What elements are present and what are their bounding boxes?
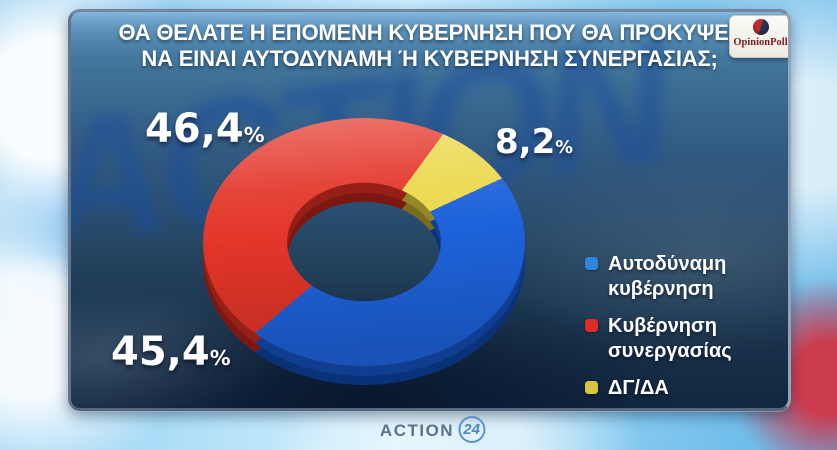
action24-wordmark: ACTION xyxy=(379,421,455,440)
action24-logo: ACTION 24 xyxy=(379,416,486,443)
legend-label-line: κυβέρνηση xyxy=(608,278,714,300)
legend-swatch-yellow xyxy=(585,381,598,394)
value-label-coalition: 46,4% xyxy=(145,109,265,149)
percent-sign: % xyxy=(243,123,265,147)
value-majority: 45,4 xyxy=(111,329,210,375)
donut-face-layer xyxy=(203,118,525,366)
legend-label-line: συνεργασίας xyxy=(608,340,732,362)
opinionpoll-badge: OpinionPoll xyxy=(729,15,788,58)
legend-swatch-red xyxy=(585,319,598,332)
legend-label-line: Αυτοδύναμη xyxy=(608,253,727,275)
poll-question-line2: ΝΑ ΕΙΝΑΙ ΑΥΤΟΔΥΝΑΜΗ Ή ΚΥΒΕΡΝΗΣΗ ΣΥΝΕΡΓΑΣ… xyxy=(141,45,718,71)
percent-sign: % xyxy=(209,346,231,370)
poll-question: ΘΑ ΘΕΛΑΤΕ Η ΕΠΟΜΕΝΗ ΚΥΒΕΡΝΗΣΗ ΠΟΥ ΘΑ ΠΡΟ… xyxy=(71,20,788,72)
legend-swatch-blue xyxy=(585,257,598,270)
donut-chart xyxy=(203,118,525,385)
donut-gloss-overlay xyxy=(203,118,525,366)
opinionpoll-globe-icon xyxy=(752,19,769,35)
legend-item-dkda: ΔΓ/ΔΑ xyxy=(585,376,785,401)
poll-panel: ACTION ΘΑ ΘΕΛΑΤΕ Η ΕΠΟΜΕΝΗ ΚΥΒΕΡΝΗΣΗ ΠΟΥ… xyxy=(68,9,791,411)
value-label-dkda: 8,2% xyxy=(495,125,573,159)
legend-item-majority: Αυτοδύναμη κυβέρνηση xyxy=(585,252,785,302)
legend-label-line: Κυβέρνηση xyxy=(608,315,717,337)
action24-circle-icon: 24 xyxy=(458,416,486,443)
opinionpoll-label: OpinionPoll xyxy=(733,37,788,48)
chart-legend: Αυτοδύναμη κυβέρνηση Κυβέρνηση συνεργασί… xyxy=(585,252,785,408)
value-dkda: 8,2 xyxy=(495,122,556,162)
legend-item-coalition: Κυβέρνηση συνεργασίας xyxy=(585,314,785,364)
value-label-majority: 45,4% xyxy=(111,332,231,372)
legend-label-line: ΔΓ/ΔΑ xyxy=(608,377,669,399)
percent-sign: % xyxy=(555,138,573,158)
poll-question-line1: ΘΑ ΘΕΛΑΤΕ Η ΕΠΟΜΕΝΗ ΚΥΒΕΡΝΗΣΗ ΠΟΥ ΘΑ ΠΡΟ… xyxy=(118,20,741,45)
value-coalition: 46,4 xyxy=(145,106,244,152)
